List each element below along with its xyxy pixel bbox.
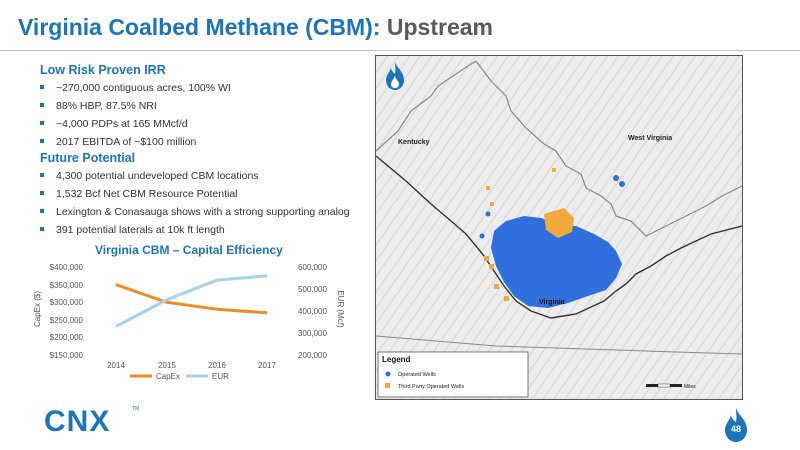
section-heading-future: Future Potential [40, 151, 136, 165]
third-party-well-dot [494, 284, 499, 289]
bullet-square-icon [40, 139, 44, 144]
y-tick-label: $300,000 [50, 298, 84, 307]
page-number: 48 [730, 424, 741, 434]
map-label-kentucky: Kentucky [398, 139, 430, 146]
bullet-square-icon [40, 85, 44, 90]
title-accent: Upstream [386, 14, 493, 40]
y-tick-label: $350,000 [50, 281, 84, 290]
bullet-square-icon [40, 121, 44, 126]
bullet-item: 4,300 potential undeveloped CBM location… [40, 170, 259, 182]
series-line-eur [115, 274, 268, 328]
scale-label: Miles [684, 384, 696, 390]
bullet-item: 88% HBP, 87.5% NRI [40, 100, 157, 112]
third-party-well-dot [490, 202, 494, 206]
flame-icon [386, 62, 404, 90]
x-tick-label: 2017 [258, 361, 276, 370]
state-border-heavy [376, 155, 617, 319]
legend-label-capex: CapEx [156, 372, 180, 381]
map-label-virginia: Virginia [539, 299, 565, 306]
y-axis-label: CapEx ($) [33, 291, 42, 327]
state-border-east [615, 225, 742, 292]
scale-bar: Miles [646, 383, 696, 390]
section-heading-low-risk: Low Risk Proven IRR [40, 63, 166, 77]
bullet-item: 1,532 Bcf Net CBM Resource Potential [40, 188, 238, 200]
legend-operated-label: Operated Wells [398, 372, 436, 378]
operated-well-dot [522, 284, 530, 292]
bullet-square-icon [40, 191, 44, 196]
page-flame-icon [725, 408, 747, 442]
y2-tick-label: 500,000 [298, 285, 327, 294]
x-tick-label: 2014 [107, 361, 125, 370]
map-legend: Legend Operated Wells Third Party Operat… [377, 351, 529, 398]
legend-title: Legend [382, 355, 411, 364]
operated-well-dot [479, 233, 485, 239]
cnx-logo: CNX [44, 405, 111, 438]
bullet-square-icon [40, 103, 44, 108]
bullet-item: ~270,000 contiguous acres, 100% WI [40, 82, 231, 94]
logo-trademark: TM [132, 406, 140, 412]
legend-operated-dot [385, 371, 391, 377]
capital-efficiency-chart: $400,000 $350,000 $300,000 $250,000 $200… [33, 263, 345, 381]
bullet-item: 391 potential laterals at 10k ft length [40, 224, 225, 236]
y2-axis-label: EUR (Mcf) [336, 290, 345, 328]
y2-tick-label: 400,000 [298, 307, 327, 316]
legend-third-party-label: Third Party Operated Wells [398, 384, 464, 390]
y2-tick-label: 200,000 [298, 351, 327, 360]
y2-tick-label: 300,000 [298, 329, 327, 338]
title-main: Virginia Coalbed Methane (CBM): [18, 14, 381, 40]
chart-title: Virginia CBM – Capital Efficiency [95, 243, 283, 257]
bullet-square-icon [40, 227, 44, 232]
series-line-capex [115, 283, 268, 315]
bullet-item: Lexington & Conasauga shows with a stron… [40, 206, 350, 218]
y-tick-label: $400,000 [50, 263, 84, 272]
legend-label-eur: EUR [212, 372, 229, 381]
map-drawing: Kentucky West Virginia Virginia Legend O… [376, 56, 742, 399]
x-tick-label: 2016 [208, 361, 226, 370]
operated-well-dot [613, 175, 619, 181]
operated-well-dot [485, 211, 491, 217]
y-tick-label: $200,000 [50, 333, 84, 342]
y2-tick-label: 600,000 [298, 263, 327, 272]
bullet-item: 2017 EBITDA of ~$100 million [40, 136, 196, 148]
virginia-south-border [376, 335, 742, 355]
third-party-wells-patch [544, 208, 574, 238]
third-party-well-dot [484, 256, 489, 261]
title-divider [0, 50, 800, 51]
map-label-west-virginia: West Virginia [628, 135, 672, 142]
third-party-well-dot [489, 264, 494, 269]
virginia-map: Kentucky West Virginia Virginia Legend O… [375, 55, 743, 400]
bullet-square-icon [40, 209, 44, 214]
bullet-item: ~4,000 PDPs at 165 MMcf/d [40, 118, 188, 130]
y-tick-label: $250,000 [50, 316, 84, 325]
wv-border [475, 60, 742, 237]
slide-title: Virginia Coalbed Methane (CBM): Upstream [18, 14, 493, 41]
third-party-well-dot [552, 168, 556, 172]
legend-third-party-square [385, 383, 390, 388]
operated-well-dot [619, 181, 625, 187]
y-tick-label: $150,000 [50, 351, 84, 360]
x-tick-label: 2015 [158, 361, 176, 370]
third-party-well-dot [504, 296, 509, 301]
third-party-well-dot [486, 186, 490, 190]
kentucky-virginia-border [376, 60, 477, 152]
bullet-square-icon [40, 173, 44, 178]
